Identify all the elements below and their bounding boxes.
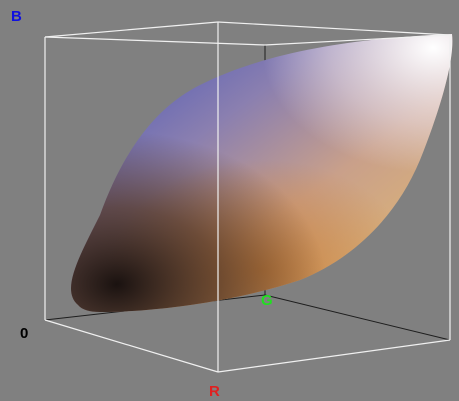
cube-front-edges [44,21,451,373]
cube-edge [217,21,451,36]
cube-edge [264,34,451,46]
axis-label-r: R [209,383,220,400]
axis-label-g: G [261,292,273,309]
cube-edge [217,339,451,373]
cube-edge [44,36,266,46]
cube-edge [44,21,219,38]
cloud-shade [70,34,453,312]
color-cloud [70,34,453,312]
origin-label: 0 [20,325,28,342]
cube-edge [264,294,451,341]
axis-label-b: B [11,8,22,25]
cube-edge [44,319,219,373]
